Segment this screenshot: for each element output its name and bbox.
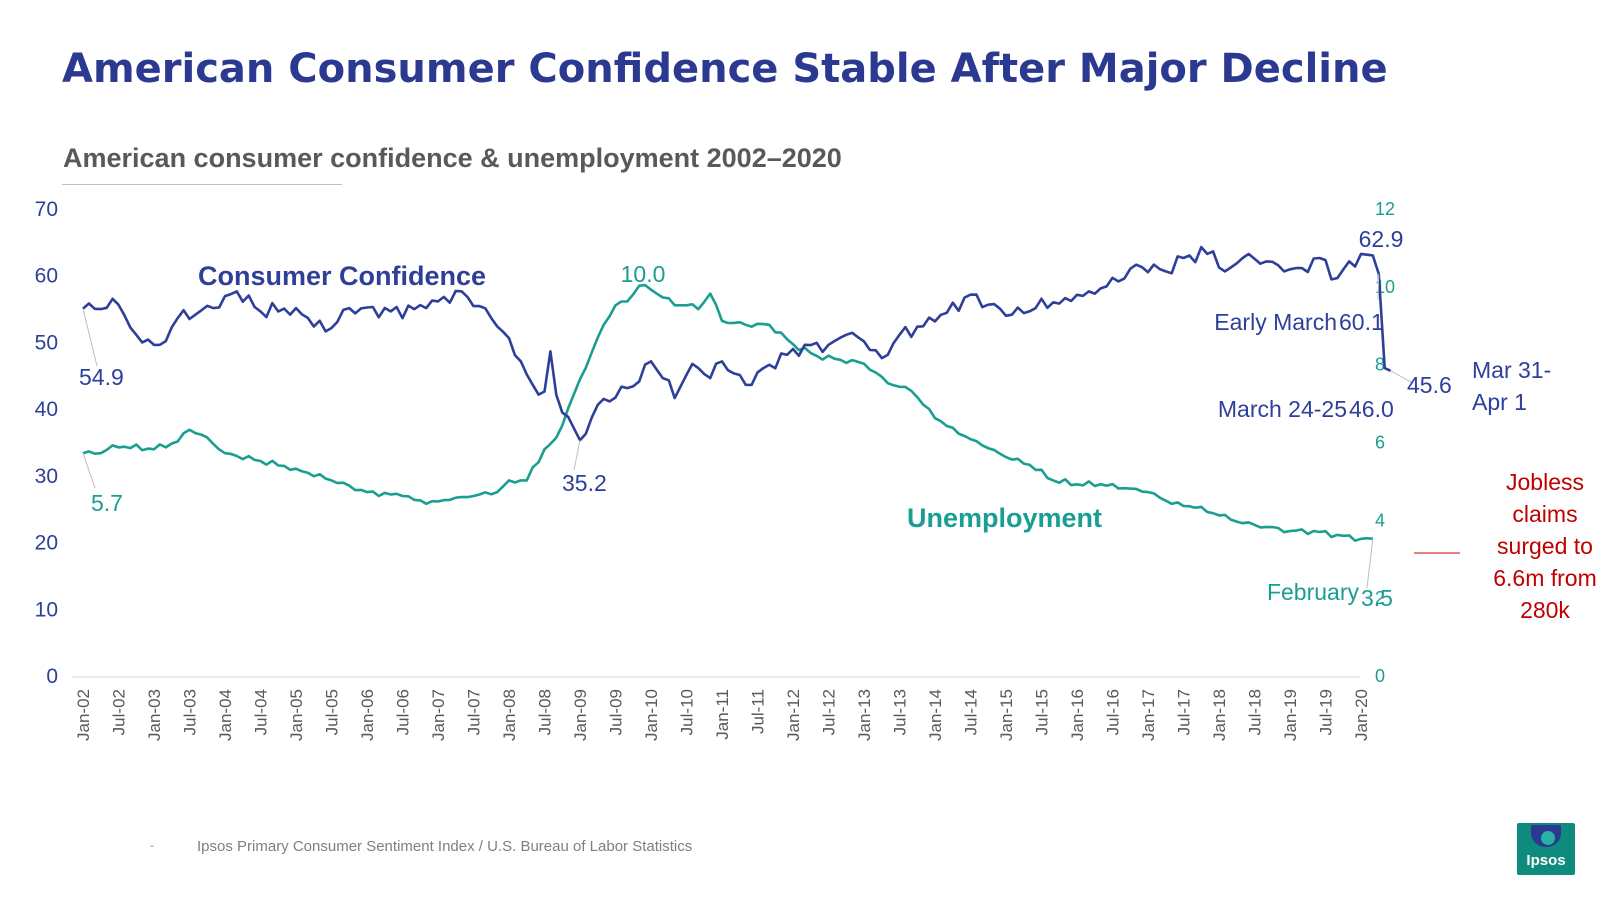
x-tick-label: Jan-20	[1352, 689, 1371, 741]
annotation-leader-line	[1366, 538, 1374, 589]
annotation-layer	[82, 274, 1414, 589]
series-layer	[82, 245, 1392, 543]
series-line-unemployment	[82, 283, 1373, 543]
x-tick-label: Jan-17	[1139, 689, 1158, 741]
x-tick-label: Jan-14	[926, 689, 945, 741]
annotation-early-march: Early March	[1214, 309, 1337, 335]
x-tick-label: Jan-10	[642, 689, 661, 741]
y-left-tick-label: 70	[35, 198, 58, 221]
annotation-mar31-value: 45.6	[1407, 372, 1452, 398]
ipsos-logo: Ipsos	[1517, 823, 1575, 875]
x-tick-label: Jan-15	[997, 689, 1016, 741]
annotation-mar31-label-line1: Mar 31-	[1472, 357, 1551, 383]
callout-line: surged to	[1497, 533, 1593, 559]
y-right-tick-label: 4	[1375, 510, 1385, 530]
x-tick-label: Jan-19	[1281, 689, 1300, 741]
data-label-confidence-start: 54.9	[79, 364, 124, 390]
annotation-leader-line	[573, 440, 581, 471]
jobless-claims-callout: Jobless claims surged to 6.6m from 280k	[1493, 469, 1597, 623]
annotation-february-value: 3.5	[1361, 585, 1393, 611]
x-tick-label: Jul-06	[394, 689, 413, 735]
series-label-consumer-confidence: Consumer Confidence	[198, 261, 486, 291]
page-title: American Consumer Confidence Stable Afte…	[62, 46, 1388, 92]
y-left-tick-label: 60	[35, 265, 58, 288]
data-label-confidence-high: 62.9	[1359, 226, 1404, 252]
series-label-unemployment: Unemployment	[907, 503, 1102, 533]
x-tick-label: Jan-08	[500, 689, 519, 741]
x-tick-label: Jan-13	[855, 689, 874, 741]
x-tick-label: Jan-12	[784, 689, 803, 741]
annotation-leader-line	[1377, 274, 1380, 301]
source-bullet: -	[150, 838, 154, 852]
x-axis: Jan-02 Jul-02 Jan-03 Jul-03 Jan-04 Jul-04 Jan-…	[74, 689, 1371, 741]
x-tick-label: Jan-05	[287, 689, 306, 741]
annotation-leader-line	[82, 453, 96, 489]
y-right-tick-label: 6	[1375, 433, 1385, 453]
annotation-leader-line	[82, 308, 98, 367]
x-tick-label: Jul-05	[323, 689, 342, 735]
x-tick-label: Jan-06	[358, 689, 377, 741]
logo-text: Ipsos	[1526, 852, 1566, 869]
x-tick-label: Jul-14	[962, 689, 981, 735]
x-tick-label: Jul-12	[820, 689, 839, 735]
y-left-tick-label: 30	[35, 465, 58, 488]
y-left-tick-label: 10	[35, 598, 58, 621]
callout-line: 280k	[1520, 597, 1570, 623]
x-tick-label: Jul-03	[181, 689, 200, 735]
data-label-unemployment-start: 5.7	[91, 490, 123, 516]
annotation-march-24-25: March 24-25	[1218, 396, 1347, 422]
x-tick-label: Jan-09	[571, 689, 590, 741]
x-tick-label: Jan-02	[74, 689, 93, 741]
y-right-tick-label: 0	[1375, 666, 1385, 686]
x-tick-label: Jan-16	[1068, 689, 1087, 741]
x-tick-label: Jul-04	[252, 689, 271, 735]
data-label-confidence-low: 35.2	[562, 470, 607, 496]
left-axis: 0 10 20 30 40 50 60 70	[35, 198, 58, 688]
y-left-tick-label: 20	[35, 532, 58, 555]
annotation-mar31-label-line2: Apr 1	[1472, 389, 1527, 415]
callout-line: 6.6m from	[1493, 565, 1597, 591]
callout-line: Jobless	[1506, 469, 1584, 495]
annotation-leader-line	[1390, 370, 1414, 384]
x-tick-label: Jul-08	[536, 689, 555, 735]
x-tick-label: Jul-10	[678, 689, 697, 735]
callout-line: claims	[1512, 501, 1577, 527]
annotation-early-march-value: 60.1	[1339, 309, 1384, 335]
x-tick-label: Jul-07	[465, 689, 484, 735]
x-tick-label: Jan-18	[1210, 689, 1229, 741]
series-line-consumer-confidence	[82, 245, 1392, 442]
source-note: Ipsos Primary Consumer Sentiment Index /…	[197, 838, 693, 855]
annotation-february: February	[1267, 579, 1360, 605]
x-tick-label: Jul-13	[891, 689, 910, 735]
x-tick-label: Jan-07	[429, 689, 448, 741]
x-tick-label: Jul-02	[110, 689, 129, 735]
y-right-tick-label: 8	[1375, 355, 1385, 375]
x-tick-label: Jan-11	[713, 689, 732, 740]
chart-subtitle: American consumer confidence & unemploym…	[63, 143, 842, 173]
logo-dot-icon	[1541, 831, 1555, 845]
x-tick-label: Jul-16	[1104, 689, 1123, 735]
x-tick-label: Jan-03	[145, 689, 164, 741]
y-left-tick-label: 50	[35, 331, 58, 354]
subtitle-underline	[62, 184, 342, 185]
x-tick-label: Jul-17	[1175, 689, 1194, 735]
data-label-unemployment-peak: 10.0	[621, 261, 666, 287]
x-tick-label: Jan-04	[216, 689, 235, 741]
annotation-march-24-25-value: 46.0	[1349, 396, 1394, 422]
x-tick-label: Jul-18	[1246, 689, 1265, 735]
x-tick-label: Jul-15	[1033, 689, 1052, 735]
y-right-tick-label: 2	[1375, 588, 1385, 608]
y-left-tick-label: 40	[35, 398, 58, 421]
x-tick-label: Jul-19	[1317, 689, 1336, 735]
x-tick-label: Jul-09	[607, 689, 626, 735]
x-tick-label: Jul-11	[749, 689, 768, 734]
y-left-tick-label: 0	[46, 665, 58, 688]
y-right-tick-label: 12	[1375, 199, 1395, 219]
